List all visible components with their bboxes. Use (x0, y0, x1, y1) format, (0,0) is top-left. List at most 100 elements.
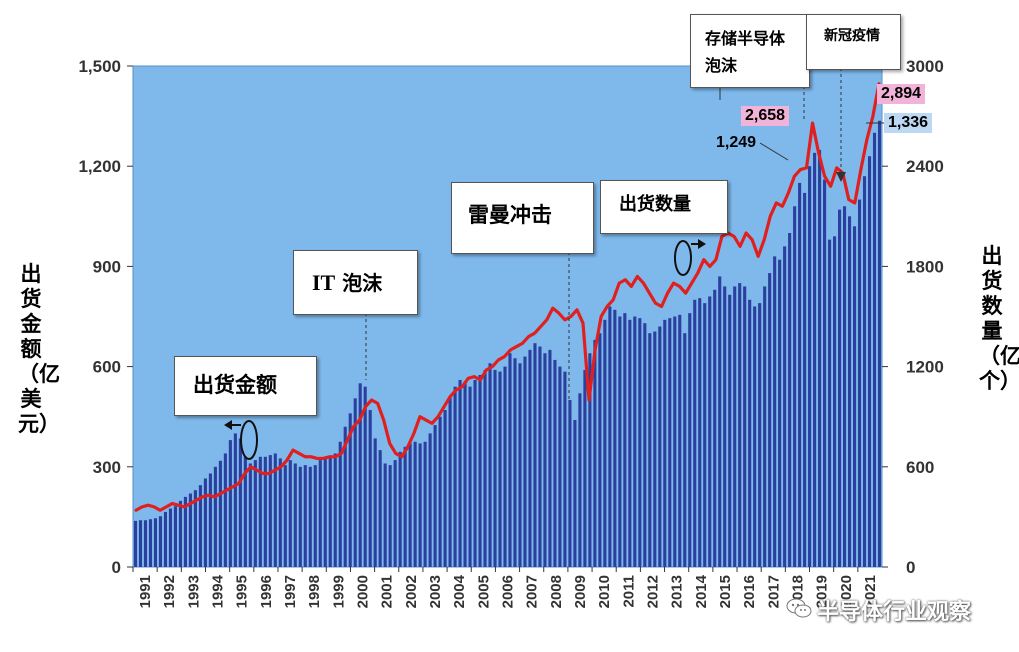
bar (468, 386, 472, 567)
bar (328, 456, 332, 567)
x-tick-label: 2010 (596, 575, 613, 608)
x-tick-label: 2011 (620, 575, 637, 608)
left-tick-label: 600 (93, 358, 121, 377)
bar (153, 518, 158, 567)
bar (838, 209, 842, 567)
bar (693, 299, 697, 567)
bar (463, 381, 467, 567)
callout-memory-bubble-line2: 泡沫 (705, 56, 738, 75)
callout-lehman-shock-text: 雷曼冲击 (468, 203, 552, 227)
bar (538, 346, 542, 567)
x-tick-label: 2001 (379, 575, 396, 608)
bar (728, 294, 732, 567)
bar (843, 206, 847, 567)
x-axis-ticks: 1991 1992 1993 1994 1995 1996 1997 1998 1999 2000… (132, 567, 879, 608)
x-tick-label: 2021 (862, 575, 879, 608)
y-axis-title-right-text: 出货数量（亿个） (979, 244, 1019, 393)
bar (348, 413, 352, 567)
bar (877, 120, 882, 567)
left-axis-ticks: 0 300 600 900 1,200 1,500 (78, 57, 133, 577)
bar (458, 379, 462, 567)
bar (263, 456, 267, 567)
bar (568, 400, 572, 567)
bar (343, 426, 347, 567)
bar (518, 363, 522, 567)
bar (188, 493, 192, 567)
bar (763, 286, 767, 567)
line-series-quantity (134, 82, 881, 512)
bar (358, 383, 362, 567)
bar (363, 386, 367, 567)
x-tick-label: 2020 (838, 575, 855, 608)
bar (303, 465, 307, 567)
bar (653, 331, 657, 567)
bar (798, 182, 802, 567)
bar (753, 306, 757, 567)
bar (428, 433, 432, 567)
bar (508, 353, 512, 567)
left-tick-label: 0 (112, 558, 121, 577)
bar (483, 369, 487, 567)
bar (218, 460, 222, 567)
bar (473, 379, 477, 567)
bar (293, 463, 297, 567)
data-label-amount-2018: 1,249 (716, 134, 756, 152)
bar (493, 369, 497, 567)
x-tick-label: 1991 (137, 575, 154, 608)
bar (478, 374, 482, 567)
bar (573, 420, 577, 567)
bar (598, 333, 602, 567)
bar (778, 259, 782, 567)
bar (773, 256, 777, 567)
bar (338, 441, 342, 567)
x-tick-label: 2014 (693, 574, 710, 608)
x-tick-label: 1997 (282, 575, 299, 608)
left-tick-label: 300 (93, 458, 121, 477)
bar (813, 152, 817, 567)
bar (852, 226, 857, 567)
data-label-quantity-2018-text: 2,658 (745, 107, 786, 124)
data-label-amount-2018-text: 1,249 (716, 134, 757, 151)
x-tick-label: 2004 (451, 574, 468, 608)
x-tick-label: 1992 (161, 575, 178, 608)
bar (713, 289, 717, 567)
y-axis-title-left-text: 出货金额（亿美元） (18, 262, 60, 436)
bar (743, 286, 747, 567)
bar (618, 316, 622, 567)
bar (593, 339, 597, 567)
bar (233, 433, 237, 567)
callout-it-bubble: IT 泡沫 (293, 250, 418, 315)
bar (718, 276, 722, 567)
quantity-series-marker-arrowhead (698, 239, 706, 249)
callout-memory-bubble-line1: 存储半导体 (705, 29, 786, 48)
right-tick-label: 1800 (906, 257, 944, 276)
bar-series-amount (133, 120, 882, 568)
bar (353, 398, 357, 567)
bar (513, 358, 517, 567)
bar (168, 508, 172, 567)
right-tick-label: 2400 (906, 157, 944, 176)
x-tick-label: 2019 (814, 575, 831, 608)
bar (448, 396, 452, 567)
covid-arrow-head (836, 172, 846, 182)
callout-covid: 新冠疫情 (806, 14, 901, 70)
x-tick-label: 1995 (234, 575, 251, 608)
bar (848, 216, 852, 568)
bar (383, 463, 387, 567)
bar (613, 309, 617, 567)
bar (793, 206, 797, 567)
bar (633, 316, 637, 567)
bar (558, 366, 562, 567)
callout-lehman-shock: 雷曼冲击 (451, 182, 594, 254)
bar (872, 132, 877, 568)
bar (628, 319, 632, 567)
data-label-quantity-2021-text: 2,894 (881, 85, 922, 102)
x-tick-label: 2005 (475, 575, 492, 608)
amount-series-marker-ellipse (240, 420, 258, 460)
callout-memory-bubble: 存储半导体 泡沫 (690, 14, 810, 88)
bar (663, 319, 667, 567)
bar (193, 490, 197, 567)
bar (273, 453, 277, 567)
